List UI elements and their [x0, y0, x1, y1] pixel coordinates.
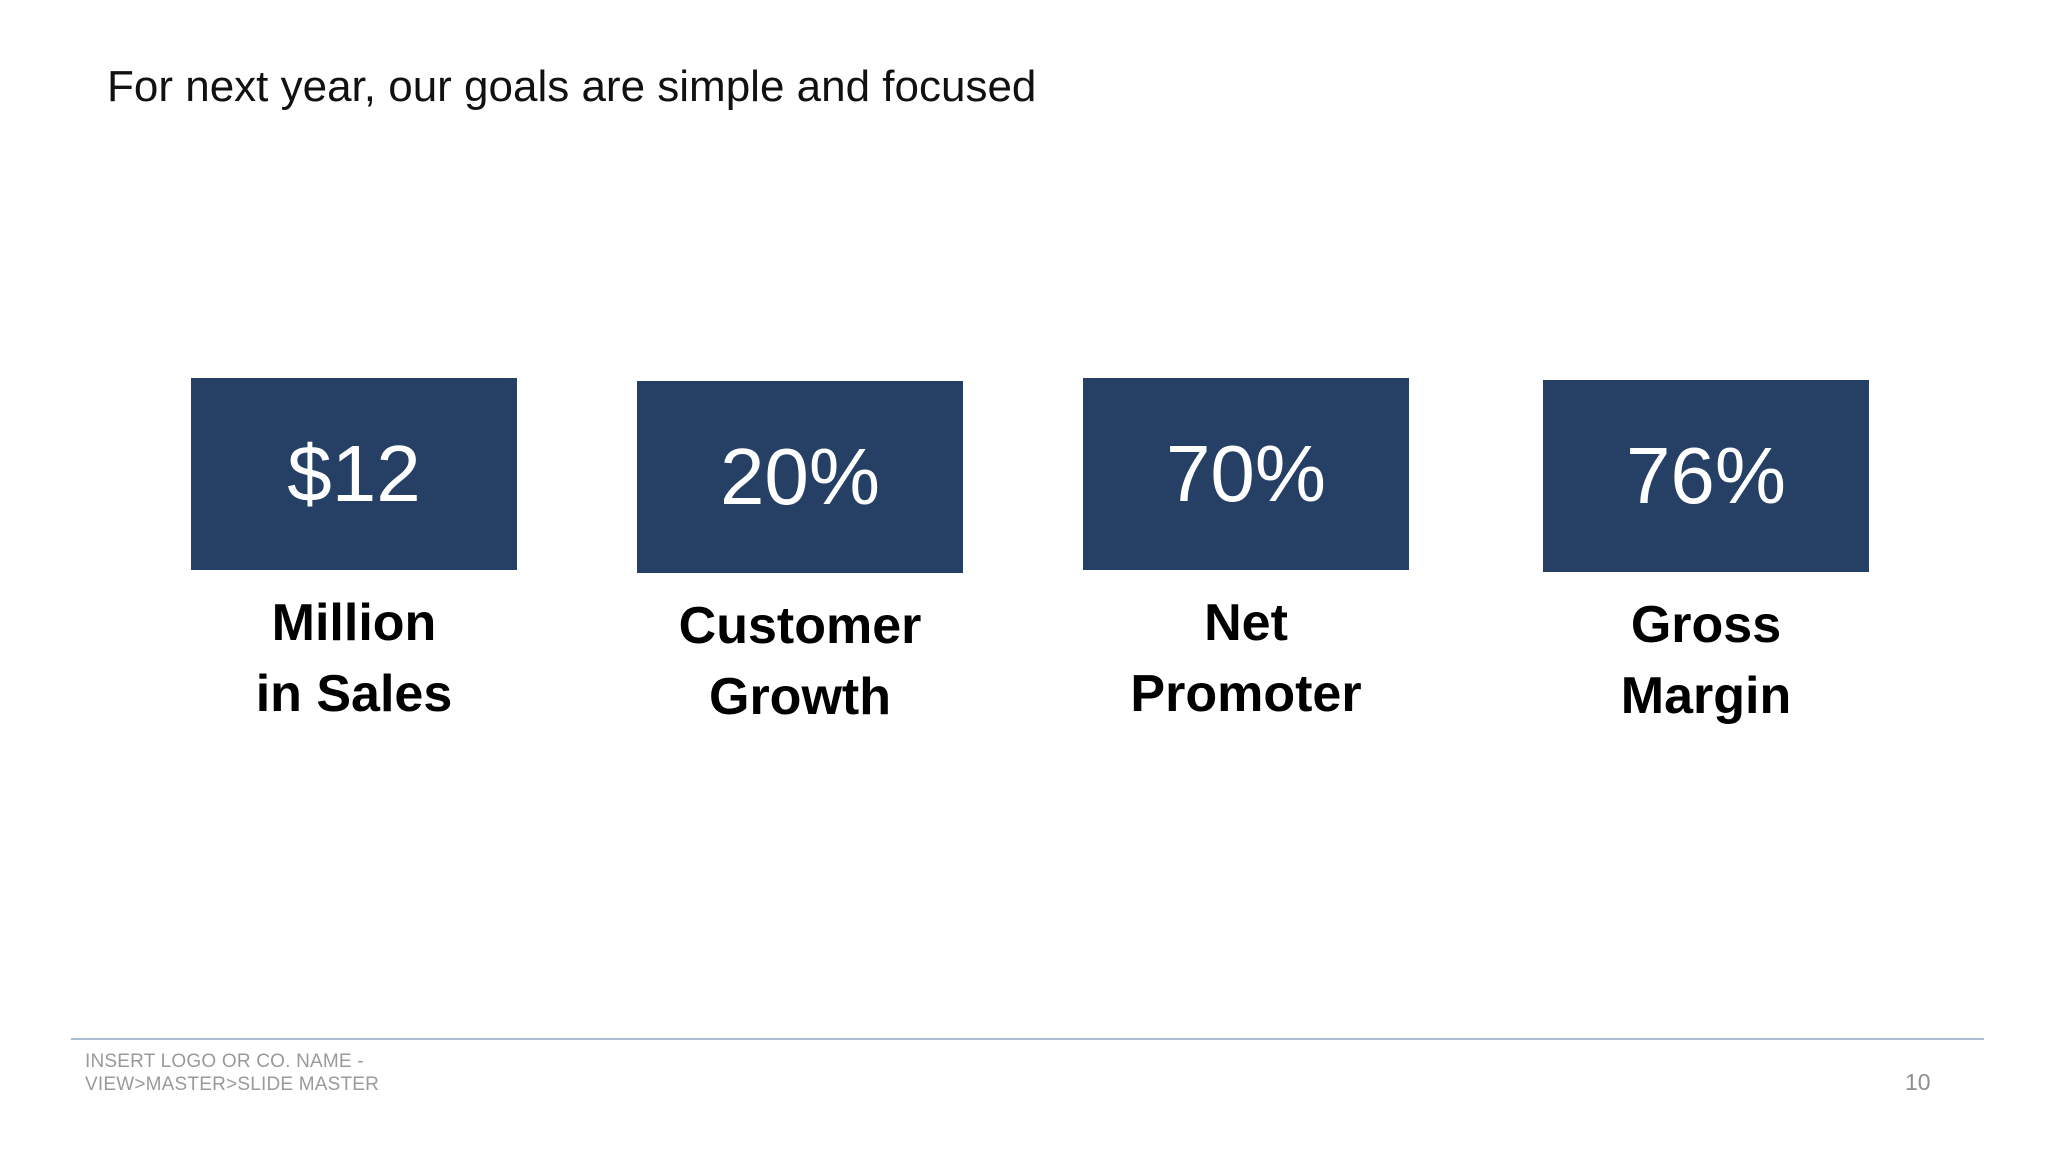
metric-value-box: 76%	[1543, 380, 1869, 572]
page-number: 10	[1905, 1069, 1931, 1095]
metric-label-line2: Margin	[1620, 667, 1792, 725]
metric-label-line1: Million	[271, 594, 437, 652]
footer-company-placeholder: INSERT LOGO OR CO. NAME - VIEW>MASTER>SL…	[85, 1050, 379, 1096]
metric-value: 20%	[719, 432, 881, 521]
metric-label: Net Promoter	[1083, 588, 1409, 730]
metric-sales: $12 Million in Sales	[191, 378, 517, 730]
footer-divider	[71, 1038, 1984, 1040]
metric-label-line2: Growth	[709, 668, 891, 726]
metric-value: 76%	[1625, 431, 1787, 520]
metric-value-box: 20%	[637, 381, 963, 573]
metric-value: 70%	[1165, 429, 1327, 518]
footer-line1: INSERT LOGO OR CO. NAME -	[85, 1051, 364, 1072]
metric-value: $12	[287, 429, 421, 518]
metric-customer-growth: 20% Customer Growth	[637, 381, 963, 733]
slide-title: For next year, our goals are simple and …	[107, 62, 1037, 111]
metric-label-line1: Customer	[678, 597, 922, 655]
metric-label-line2: in Sales	[255, 665, 453, 723]
metric-gross-margin: 76% Gross Margin	[1543, 380, 1869, 732]
metric-label: Gross Margin	[1543, 590, 1869, 732]
metric-label: Customer Growth	[637, 591, 963, 733]
metric-label-line1: Net	[1204, 594, 1288, 652]
metric-label-line1: Gross	[1630, 596, 1782, 654]
metric-net-promoter: 70% Net Promoter	[1083, 378, 1409, 730]
metric-value-box: 70%	[1083, 378, 1409, 570]
footer-line2: VIEW>MASTER>SLIDE MASTER	[85, 1074, 380, 1095]
metric-label: Million in Sales	[191, 588, 517, 730]
metric-label-line2: Promoter	[1130, 665, 1362, 723]
metric-value-box: $12	[191, 378, 517, 570]
